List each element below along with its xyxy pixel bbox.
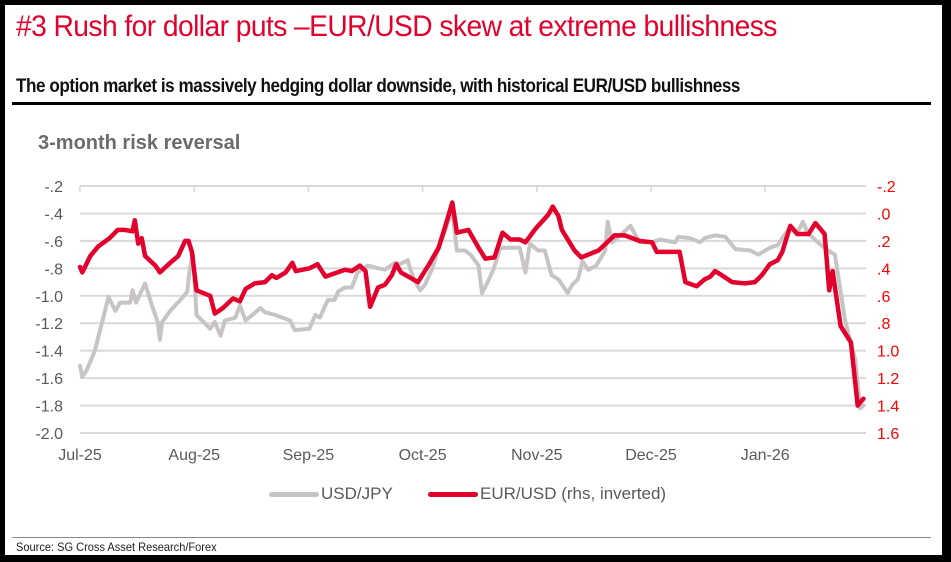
y-left-tick-label: -1.4 — [35, 344, 63, 361]
legend-swatch-eurusd — [428, 491, 478, 497]
y-right-tick-label: .0 — [877, 206, 890, 223]
y-right-tick-label: 1.4 — [877, 399, 899, 416]
page-subtitle: The option market is massively hedging d… — [16, 76, 740, 97]
y-right-tick-label: 1.2 — [877, 371, 899, 388]
legend-label-eurusd: EUR/USD (rhs, inverted) — [480, 484, 667, 503]
y-axis-left-labels: -.2 -.4 -.6 -.8 -1.0 -1.2 -1.4 -1.6 -1.8 -2.0 — [35, 179, 63, 443]
y-right-tick-label: .6 — [877, 289, 890, 306]
series-eurusd-line — [77, 200, 866, 408]
legend-item-usdjpy: USD/JPY — [269, 484, 393, 504]
chart-title: 3-month risk reversal — [38, 132, 241, 154]
x-tick-label: Sep-25 — [283, 447, 335, 464]
y-left-tick-label: -1.2 — [35, 316, 63, 333]
source-divider — [12, 537, 931, 538]
y-right-tick-label: .8 — [877, 316, 890, 333]
y-right-tick-label: .4 — [877, 261, 890, 278]
y-left-tick-label: -1.6 — [35, 371, 63, 388]
y-right-tick-label: 1.0 — [877, 344, 899, 361]
x-tick-label: Jan-26 — [741, 447, 790, 464]
y-left-tick-label: -.4 — [44, 206, 63, 223]
legend-swatch-usdjpy — [269, 491, 319, 497]
y-left-tick-label: -.6 — [44, 234, 63, 251]
y-axis-right-labels: -.2 .0 .2 .4 .6 .8 1.0 1.2 1.4 1.6 — [877, 179, 899, 443]
y-right-tick-label: 1.6 — [877, 426, 899, 443]
y-right-tick-label: .2 — [877, 234, 890, 251]
x-tick-label: Nov-25 — [511, 447, 563, 464]
y-left-tick-label: -1.0 — [35, 289, 63, 306]
x-axis-ticks — [79, 186, 766, 192]
series-lines — [77, 200, 866, 411]
x-tick-label: Oct-25 — [399, 447, 447, 464]
legend-item-eurusd: EUR/USD (rhs, inverted) — [428, 484, 666, 504]
y-right-tick-label: -.2 — [877, 179, 896, 196]
legend: USD/JPY EUR/USD (rhs, inverted) — [0, 484, 951, 506]
x-tick-label: Aug-25 — [168, 447, 220, 464]
y-left-tick-label: -2.0 — [35, 426, 63, 443]
x-axis-labels: Jul-25 Aug-25 Sep-25 Oct-25 Nov-25 Dec-25 Jan-… — [58, 447, 790, 464]
x-tick-label: Jul-25 — [58, 447, 102, 464]
y-left-tick-label: -.8 — [44, 261, 63, 278]
subtitle-divider — [12, 102, 931, 105]
x-tick-label: Dec-25 — [625, 447, 677, 464]
source-note: Source: SG Cross Asset Research/Forex — [16, 540, 217, 554]
page-title: #3 Rush for dollar puts –EUR/USD skew at… — [16, 10, 777, 43]
chart-frame — [5, 5, 942, 555]
y-left-tick-label: -.2 — [44, 179, 63, 196]
y-left-tick-label: -1.8 — [35, 399, 63, 416]
legend-label-usdjpy: USD/JPY — [321, 484, 393, 503]
